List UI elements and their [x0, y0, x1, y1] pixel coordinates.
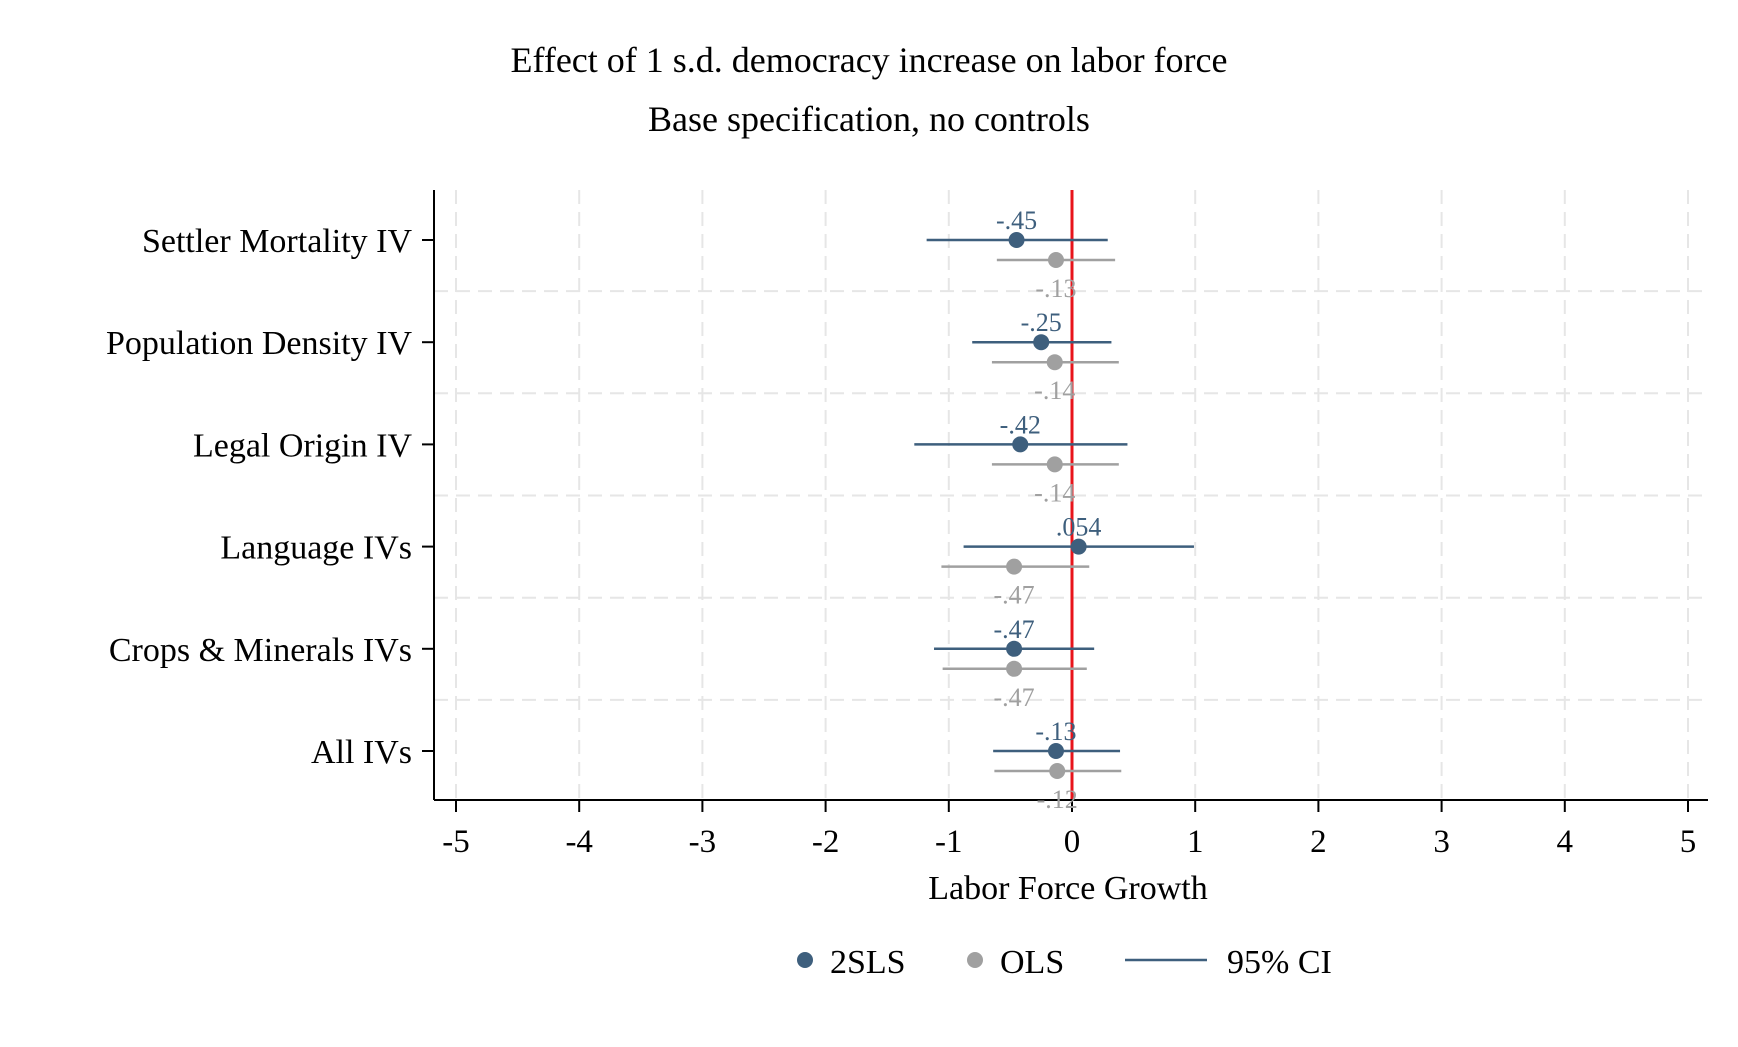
y-tick-label: Crops & Minerals IVs [109, 632, 412, 669]
estimate-point [1070, 538, 1087, 555]
data-label: .054 [1056, 513, 1102, 542]
x-tick-label: -2 [812, 824, 840, 860]
x-tick-label: 1 [1187, 824, 1204, 860]
estimate-point [1006, 558, 1023, 575]
y-tick-label: Legal Origin IV [193, 427, 412, 464]
data-label: -.47 [994, 683, 1035, 712]
data-label: -.13 [1035, 717, 1076, 746]
data-label: -.47 [994, 581, 1035, 610]
estimate-point [1012, 436, 1029, 453]
x-tick-label: 2 [1310, 824, 1327, 860]
x-tick-label: -5 [442, 824, 470, 860]
legend: 2SLS OLS 95% CI [797, 944, 1332, 981]
axes-layer: -5 -4 -3 -2 -1 0 1 2 3 4 5 Settler Mortality IV Popu… [106, 190, 1708, 860]
y-tick-label: Settler Mortality IV [142, 223, 413, 260]
data-label: -.25 [1021, 308, 1062, 337]
x-tick-label: -1 [935, 824, 963, 860]
estimate-point [1006, 640, 1023, 657]
data-label: -.42 [1000, 410, 1041, 439]
data-label: -.45 [996, 206, 1037, 235]
data-label: -.14 [1034, 478, 1075, 507]
x-axis-label: Labor Force Growth [928, 870, 1207, 907]
x-tick-label: 0 [1064, 824, 1081, 860]
legend-label: 95% CI [1227, 944, 1332, 981]
x-tick-label: 5 [1680, 824, 1697, 860]
data-label: -.12 [1037, 785, 1078, 814]
data-label: -.13 [1035, 274, 1076, 303]
legend-marker [967, 952, 983, 968]
legend-label: OLS [1000, 944, 1064, 981]
estimate-point [1033, 334, 1050, 351]
legend-label: 2SLS [830, 944, 906, 981]
y-tick-label: All IVs [311, 734, 412, 771]
estimate-point [1046, 354, 1063, 371]
legend-marker [797, 952, 813, 968]
grid-layer [434, 190, 1708, 800]
estimate-point [1046, 456, 1063, 473]
estimate-point [1047, 252, 1064, 268]
x-tick-label: -4 [565, 824, 593, 860]
chart-title: Effect of 1 s.d. democracy increase on l… [511, 40, 1228, 80]
estimate-point [1008, 232, 1025, 248]
estimate-point [1047, 743, 1064, 759]
estimate-point [1006, 660, 1023, 677]
x-tick-label: 4 [1557, 824, 1574, 860]
x-tick-label: -3 [689, 824, 717, 860]
data-label: -.14 [1034, 376, 1075, 405]
y-tick-label: Language IVs [220, 530, 412, 567]
y-tick-label: Population Density IV [106, 325, 412, 362]
chart-subtitle: Base specification, no controls [648, 99, 1090, 139]
x-tick-label: 3 [1433, 824, 1450, 860]
marks-layer: -.45-.25-.42.054-.47-.13-.13-.14-.14-.47… [914, 206, 1194, 814]
data-label: -.47 [994, 615, 1035, 644]
estimate-point [1049, 763, 1066, 779]
